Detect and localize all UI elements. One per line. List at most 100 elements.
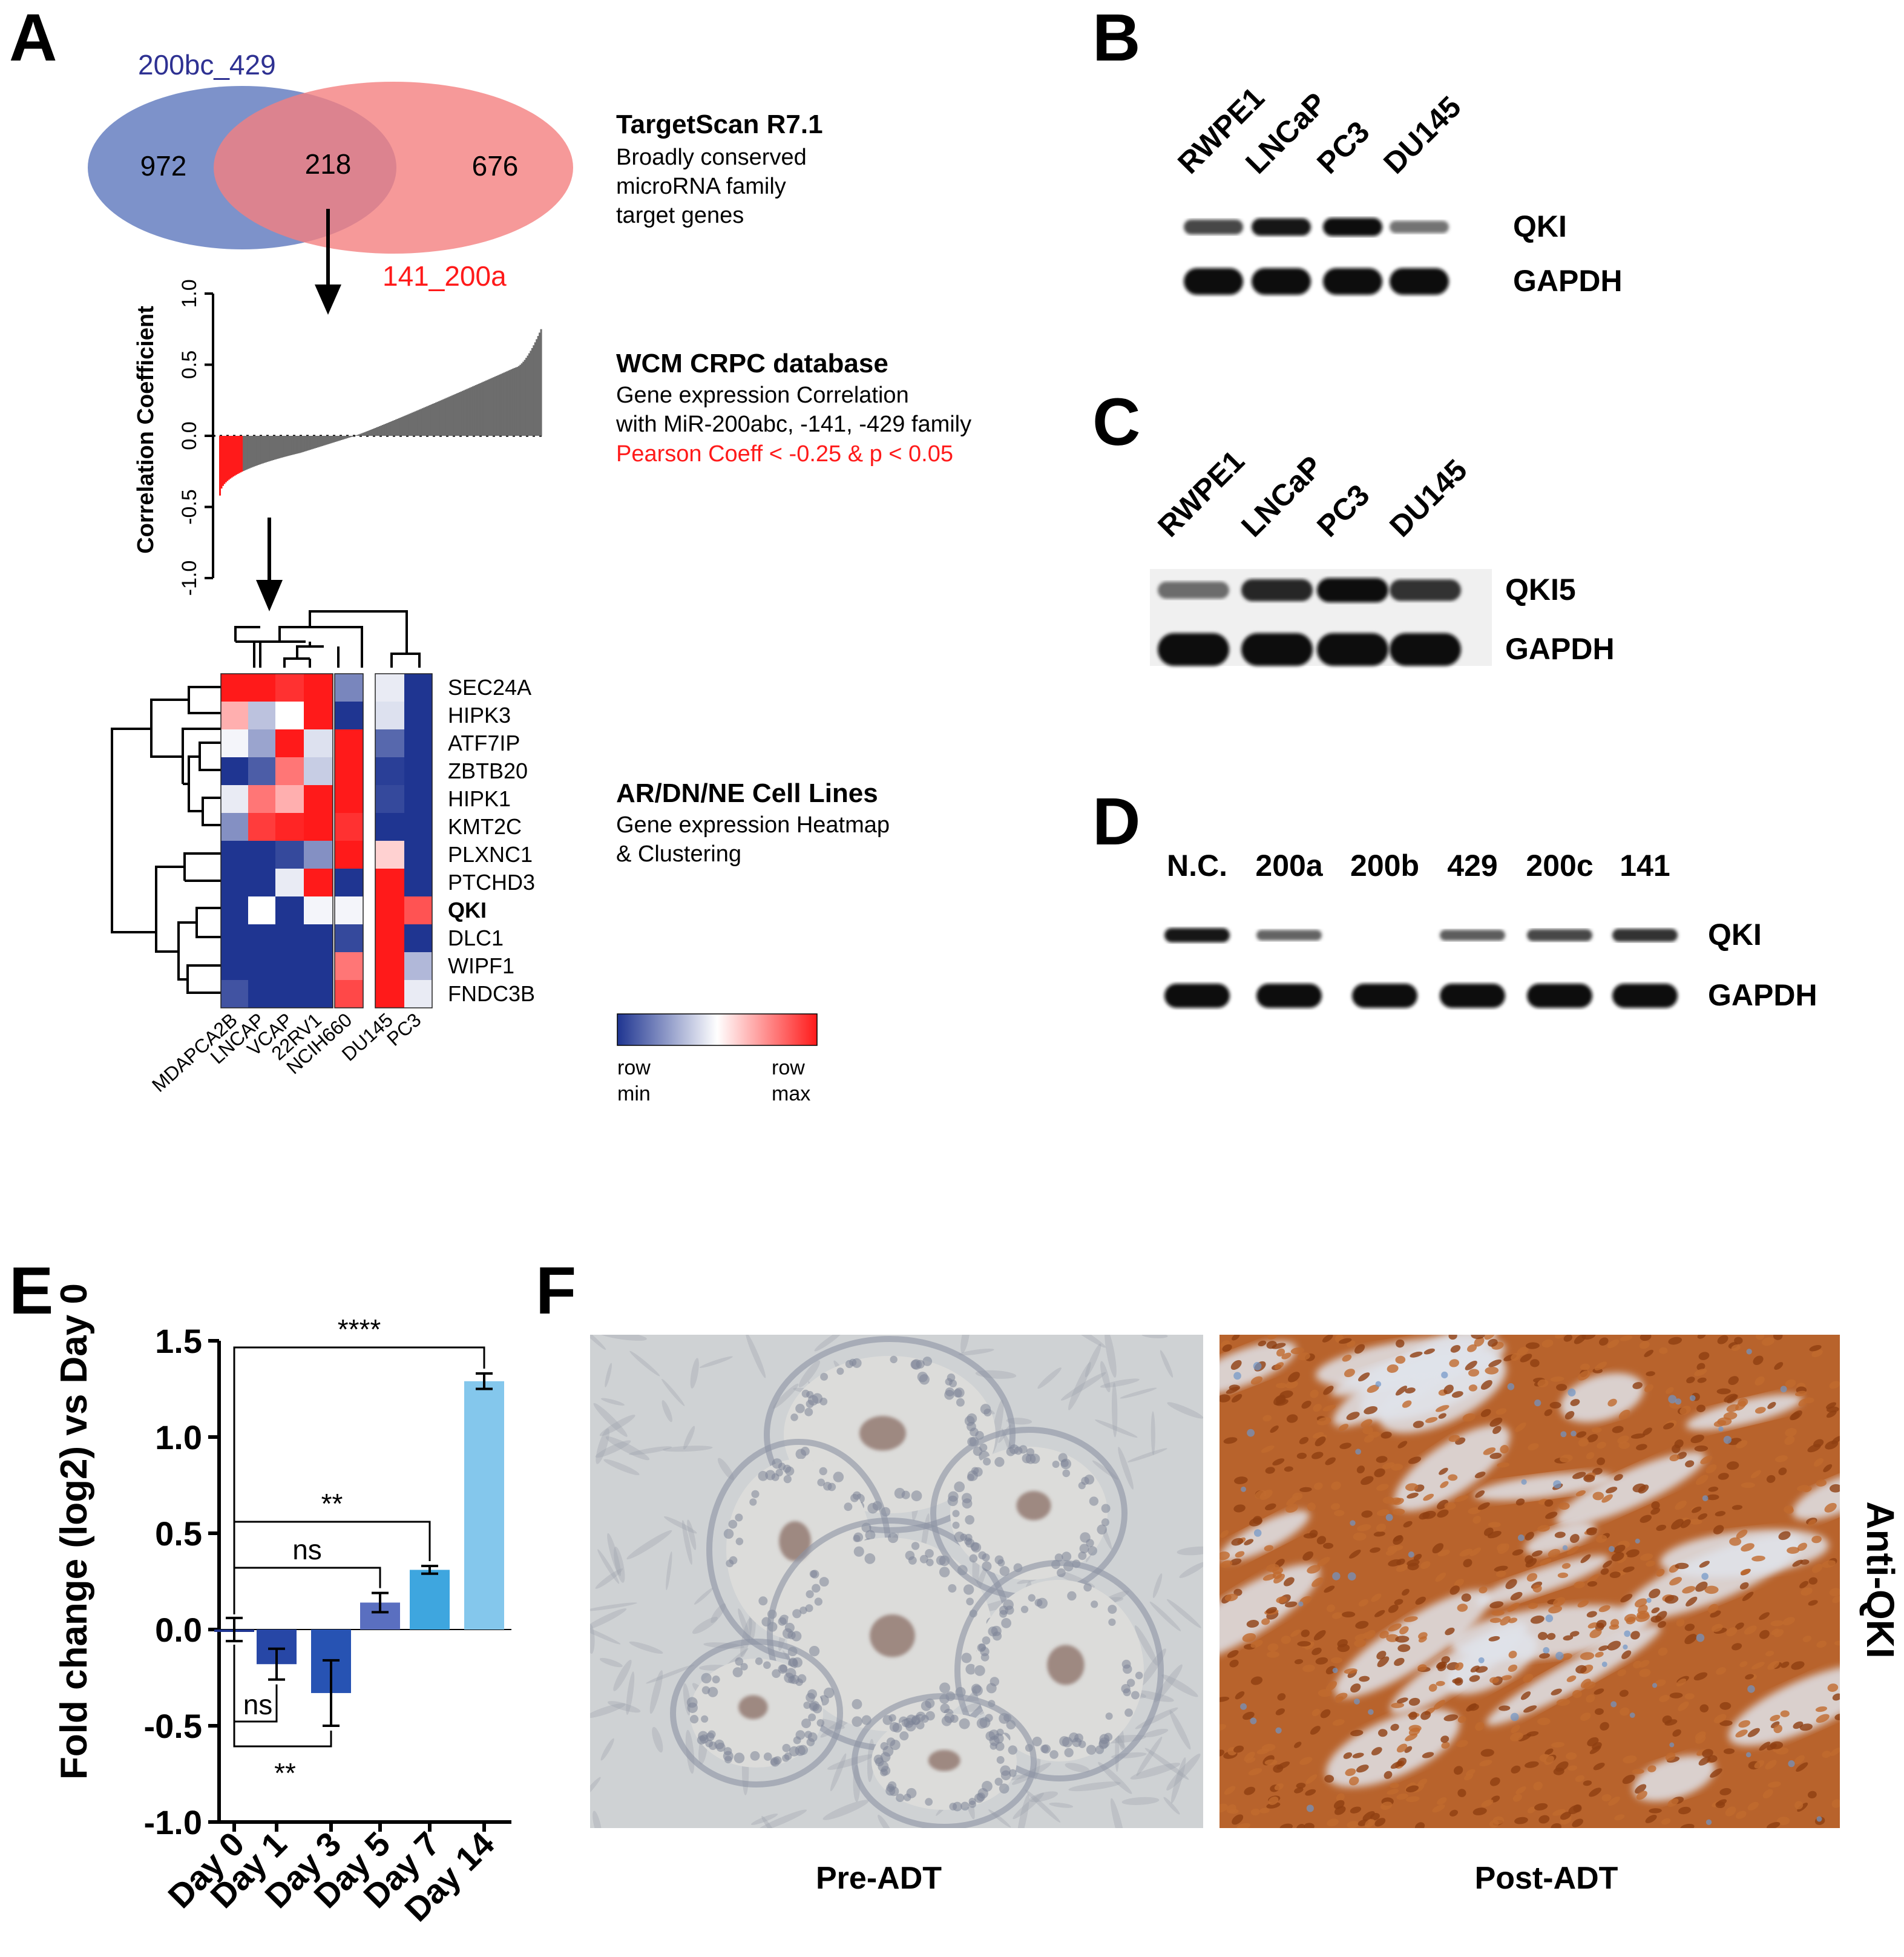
gland-nucleus <box>785 1668 796 1679</box>
stained-nucleus <box>1231 1393 1243 1403</box>
stained-nucleus <box>1437 1797 1447 1805</box>
gland-nucleus <box>1052 1461 1060 1469</box>
stained-nucleus <box>1261 1445 1275 1453</box>
stroma-fiber <box>666 1551 672 1590</box>
stained-nucleus <box>1350 1683 1361 1693</box>
stained-nucleus <box>1258 1340 1267 1347</box>
gland-nucleus <box>878 1761 889 1772</box>
stained-nucleus <box>1414 1822 1425 1828</box>
stroma-streak <box>1486 1625 1661 1726</box>
gland-nucleus <box>806 1390 814 1398</box>
stroma-fiber <box>626 1530 672 1560</box>
stained-nucleus <box>1650 1507 1661 1515</box>
correlation-bar <box>514 367 517 436</box>
correlation-bar <box>510 369 513 436</box>
stained-nucleus <box>1785 1427 1797 1437</box>
stained-nucleus <box>1575 1490 1586 1496</box>
gland-nucleus <box>977 1788 988 1799</box>
stained-nucleus <box>1380 1801 1393 1810</box>
correlation-bar <box>321 436 323 446</box>
stained-nucleus <box>1800 1559 1810 1565</box>
gland-nucleus <box>689 1715 699 1724</box>
stained-nucleus <box>1250 1676 1263 1685</box>
stained-nucleus <box>1457 1603 1468 1612</box>
stained-nucleus <box>1591 1427 1602 1433</box>
stained-nucleus <box>1489 1777 1500 1786</box>
stained-nucleus <box>1626 1616 1636 1625</box>
gland-nucleus <box>833 1472 844 1482</box>
stained-nucleus <box>1501 1675 1512 1680</box>
stroma-fiber <box>692 1616 718 1634</box>
gland-nucleus <box>983 1458 991 1466</box>
heatmap-gene-label: WIPF1 <box>448 953 514 978</box>
stroma-fiber <box>1177 1546 1203 1556</box>
stained-nucleus <box>1637 1604 1648 1614</box>
correlation-bar <box>247 436 249 469</box>
stained-nucleus <box>1607 1640 1621 1651</box>
stained-nucleus <box>1716 1799 1727 1806</box>
stained-nucleus <box>1387 1364 1399 1373</box>
stained-nucleus <box>1548 1548 1560 1558</box>
stained-nucleus <box>1477 1502 1490 1510</box>
gland-nucleus <box>982 1636 991 1645</box>
stained-nucleus <box>1410 1351 1423 1358</box>
stained-nucleus <box>1474 1472 1486 1478</box>
correlation-bar <box>482 381 485 436</box>
stained-nucleus <box>1690 1435 1704 1444</box>
stroma-fiber <box>590 1602 637 1611</box>
stained-nucleus <box>1437 1550 1450 1557</box>
heatmap-cell <box>375 952 404 980</box>
gland-nucleus <box>969 1554 978 1563</box>
stroma-fiber <box>1151 1411 1155 1455</box>
stained-nucleus <box>1813 1439 1824 1448</box>
correlation-bar <box>501 373 504 436</box>
stained-nucleus <box>1420 1561 1431 1570</box>
hematoxylin-nucleus <box>1510 1712 1519 1722</box>
correlation-bar <box>266 436 269 462</box>
blot-band <box>1184 219 1243 235</box>
stroma-fiber <box>1105 1335 1117 1378</box>
stained-nucleus <box>1770 1721 1780 1729</box>
blot-band <box>1390 220 1449 234</box>
correlation-bar <box>333 436 335 442</box>
stroma-fiber <box>1028 1791 1059 1803</box>
cell-lines-annotation: AR/DN/NE Cell Lines Gene expression Heat… <box>616 778 890 867</box>
stained-nucleus <box>1339 1442 1352 1449</box>
stained-nucleus <box>1489 1677 1499 1683</box>
stained-nucleus <box>1686 1376 1695 1384</box>
stroma-fiber <box>958 1348 994 1356</box>
gland-nucleus <box>714 1739 724 1750</box>
gland-nucleus <box>806 1692 815 1703</box>
hematoxylin-nucleus <box>1350 1520 1356 1526</box>
stained-nucleus <box>1508 1617 1518 1623</box>
correlation-bar <box>531 348 533 436</box>
stained-nucleus <box>1726 1461 1739 1470</box>
stained-nucleus <box>1405 1483 1419 1492</box>
correlation-bar <box>441 400 443 436</box>
correlation-bar <box>461 390 464 436</box>
gland-nucleus <box>795 1678 803 1686</box>
stained-nucleus <box>1636 1444 1647 1450</box>
correlation-bar <box>374 428 376 436</box>
correlation-bar <box>290 436 292 455</box>
stained-nucleus <box>1394 1599 1403 1605</box>
correlation-bar <box>264 436 267 462</box>
correlation-bar <box>309 436 312 450</box>
stained-nucleus <box>1715 1511 1726 1516</box>
correlation-bar <box>509 370 511 436</box>
heatmap-cell <box>335 674 363 702</box>
stained-nucleus <box>1448 1335 1457 1340</box>
stained-nucleus <box>1644 1384 1654 1392</box>
correlation-bar <box>220 436 223 489</box>
stained-nucleus <box>1444 1502 1456 1510</box>
stained-nucleus <box>1244 1786 1256 1795</box>
heatmap-cell <box>275 729 304 757</box>
stained-nucleus <box>1796 1762 1808 1772</box>
gland-nucleus <box>771 1473 780 1481</box>
hematoxylin-nucleus <box>1241 1486 1246 1492</box>
gland-nucleus <box>804 1731 812 1738</box>
gland-secretion <box>870 1614 915 1657</box>
stained-nucleus <box>1801 1587 1813 1596</box>
correlation-bar <box>346 436 349 438</box>
stroma-fiber <box>878 1814 892 1828</box>
